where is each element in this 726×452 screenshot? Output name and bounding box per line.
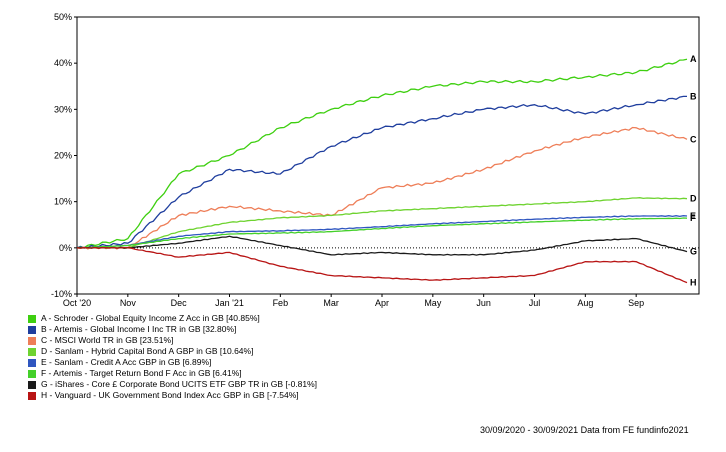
x-tick-label: Jun: [476, 298, 491, 308]
x-tick-label: Mar: [323, 298, 339, 308]
y-axis: -10% 0% 10% 20% 30% 40% 50%: [51, 12, 77, 299]
legend-label: C - MSCI World TR in GB [23.51%]: [41, 335, 174, 345]
legend-label: F - Artemis - Target Return Bond F Acc i…: [41, 368, 242, 378]
legend-swatch: [28, 336, 36, 345]
end-labels: A B C DEF G H: [690, 54, 697, 287]
x-tick-label: Aug: [577, 298, 593, 308]
legend-item: G - iShares - Core £ Corporate Bond UCIT…: [28, 379, 317, 390]
x-axis: Oct '20 Nov Dec Jan '21 Feb Mar Apr May Jun Jul Au…: [63, 294, 644, 308]
legend-label: B - Artemis - Global Income I Inc TR in …: [41, 324, 237, 334]
performance-chart: -10% 0% 10% 20% 30% 40% 50% Oct '20 Nov Dec Jan '…: [51, 12, 700, 308]
series-end-label-f: F: [690, 213, 696, 223]
legend-label: D - Sanlam - Hybrid Capital Bond A GBP i…: [41, 346, 254, 356]
legend-item: B - Artemis - Global Income I Inc TR in …: [28, 324, 317, 335]
x-tick-label: Apr: [375, 298, 389, 308]
series-end-label-b: B: [690, 91, 697, 101]
legend-label: H - Vanguard - UK Government Bond Index …: [41, 390, 299, 400]
legend-swatch: [28, 347, 36, 356]
plot-frame: [76, 16, 700, 295]
y-tick-label: 30%: [54, 104, 72, 114]
legend-item: E - Sanlam - Credit A Acc GBP in GB [6.8…: [28, 357, 317, 368]
legend-item: F - Artemis - Target Return Bond F Acc i…: [28, 368, 317, 379]
footer-date-range: 30/09/2020 - 30/09/2021: [480, 425, 579, 435]
legend-label: E - Sanlam - Credit A Acc GBP in GB [6.8…: [41, 357, 212, 367]
legend-item: C - MSCI World TR in GB [23.51%]: [28, 335, 317, 346]
series-end-label-d: D: [690, 194, 697, 204]
footer-source: Data from FE fundinfo2021: [580, 425, 689, 435]
series-line-d: [76, 197, 688, 249]
series-end-label-h: H: [690, 278, 697, 288]
x-tick-label: Jan '21: [215, 298, 244, 308]
legend-item: A - Schroder - Global Equity Income Z Ac…: [28, 313, 317, 324]
y-tick-label: 50%: [54, 12, 72, 22]
y-tick-label: 10%: [54, 197, 72, 207]
legend-swatch: [28, 325, 36, 334]
x-tick-label: Jul: [529, 298, 541, 308]
legend-swatch: [28, 314, 36, 323]
series-line-a: [76, 58, 688, 249]
y-tick-label: 20%: [54, 151, 72, 161]
series-line-b: [76, 95, 687, 249]
x-tick-label: Dec: [171, 298, 188, 308]
series-line-f: [76, 217, 688, 249]
series-layer: [76, 58, 688, 284]
footer: 30/09/2020 - 30/09/2021 Data from FE fun…: [480, 425, 689, 435]
y-tick-label: 40%: [54, 58, 72, 68]
legend-item: H - Vanguard - UK Government Bond Index …: [28, 390, 317, 401]
series-end-label-e: E: [690, 211, 696, 221]
legend-item: D - Sanlam - Hybrid Capital Bond A GBP i…: [28, 346, 317, 357]
x-tick-label: Sep: [628, 298, 644, 308]
legend-swatch: [28, 369, 36, 378]
series-line-h: [76, 246, 688, 284]
series-end-label-g: G: [690, 247, 697, 257]
series-end-label-a: A: [690, 54, 697, 64]
y-tick-label: 0%: [59, 243, 72, 253]
series-line-g: [77, 235, 688, 256]
x-tick-label: Feb: [273, 298, 289, 308]
y-tick-label: -10%: [51, 289, 72, 299]
legend: A - Schroder - Global Equity Income Z Ac…: [28, 313, 317, 401]
x-tick-label: Oct '20: [63, 298, 91, 308]
x-tick-label: Nov: [120, 298, 137, 308]
legend-swatch: [28, 358, 36, 367]
legend-swatch: [28, 391, 36, 400]
legend-label: G - iShares - Core £ Corporate Bond UCIT…: [41, 379, 318, 389]
x-tick-label: May: [424, 298, 442, 308]
series-line-e: [76, 215, 688, 249]
legend-label: A - Schroder - Global Equity Income Z Ac…: [41, 313, 260, 323]
legend-swatch: [28, 380, 36, 389]
series-line-c: [76, 126, 688, 250]
series-end-label-c: C: [690, 134, 697, 144]
